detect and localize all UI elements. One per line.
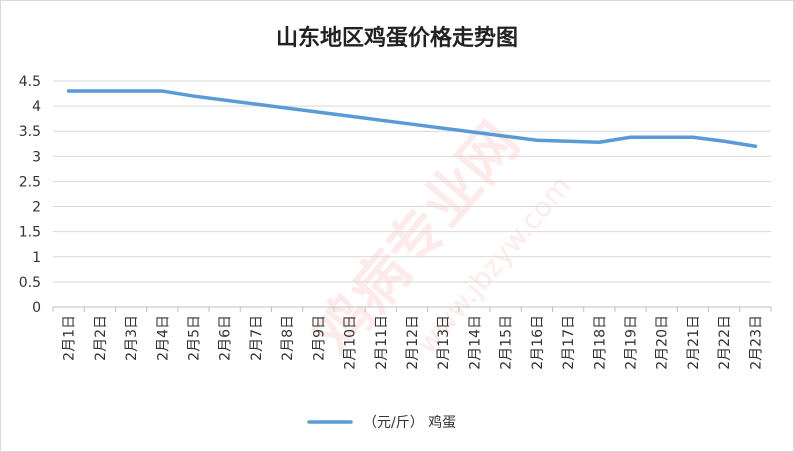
y-tick-label: 3.5 (19, 124, 41, 140)
x-tick-label: 2月4日 (155, 315, 171, 361)
x-tick-label: 2月7日 (249, 315, 265, 361)
x-tick-label: 2月23日 (748, 315, 764, 370)
x-tick-label: 2月6日 (218, 315, 234, 361)
data-point (597, 140, 601, 144)
x-tick-label: 2月5日 (186, 315, 202, 361)
y-tick-label: 1 (32, 250, 41, 266)
y-tick-label: 0.5 (19, 275, 41, 291)
x-tick-label: 2月12日 (405, 315, 421, 370)
legend-label: （元/斤） 鸡蛋 (363, 414, 456, 431)
series-layer (66, 89, 758, 149)
y-tick-label: 2.5 (19, 174, 41, 190)
series-line (66, 89, 758, 149)
x-tick-label: 2月13日 (436, 315, 452, 370)
data-point (410, 122, 414, 126)
data-point (660, 135, 664, 139)
legend: （元/斤） 鸡蛋 (307, 414, 456, 431)
x-tick-label: 2月2日 (93, 315, 109, 361)
data-point (285, 106, 289, 110)
x-tick-label: 2月16日 (530, 315, 546, 370)
x-tick-label: 2月9日 (311, 315, 327, 361)
x-tick-label: 2月19日 (624, 315, 640, 370)
y-axis: 0 0.5 1 1.5 2 2.5 3 3.5 4 4.5 (19, 74, 41, 316)
y-tick-label: 4 (32, 99, 41, 115)
data-point (629, 135, 633, 139)
x-tick-label: 2月17日 (561, 315, 577, 370)
x-tick-label: 2月18日 (592, 315, 608, 370)
data-point (67, 89, 71, 93)
x-tick-label: 2月10日 (343, 315, 359, 370)
data-point (129, 89, 133, 93)
x-tick-label: 2月20日 (655, 315, 671, 370)
x-tick-label: 2月22日 (717, 315, 733, 370)
x-tick-label: 2月11日 (374, 315, 390, 370)
y-tick-label: 0 (32, 300, 41, 316)
x-tick-label: 2月15日 (499, 315, 515, 370)
data-point (98, 89, 102, 93)
grid (53, 80, 771, 308)
data-point (441, 126, 445, 130)
x-tick-label: 2月1日 (62, 315, 78, 361)
x-tick-label: 2月3日 (124, 315, 140, 361)
data-point (223, 98, 227, 102)
data-point (753, 144, 757, 148)
x-tick-label: 2月8日 (280, 315, 296, 361)
data-point (535, 138, 539, 142)
data-point (191, 94, 195, 98)
x-axis: 2月1日 2月2日 2月3日 2月4日 2月5日 2月6日 2月7日 2月8日 2月9日 2月10… (52, 307, 772, 370)
data-point (722, 139, 726, 143)
data-point (316, 110, 320, 114)
y-tick-label: 4.5 (19, 74, 41, 90)
x-tick-label: 2月14日 (467, 315, 483, 370)
y-tick-label: 2 (32, 200, 41, 216)
chart-title: 山东地区鸡蛋价格走势图 (276, 25, 518, 51)
data-point (160, 89, 164, 93)
x-tick-label: 2月21日 (686, 315, 702, 370)
data-point (472, 130, 476, 134)
y-tick-label: 3 (32, 149, 41, 165)
y-tick-label: 1.5 (19, 225, 41, 241)
data-point (504, 134, 508, 138)
data-point (379, 118, 383, 122)
data-point (254, 102, 258, 106)
data-point (691, 135, 695, 139)
data-point (348, 114, 352, 118)
data-point (566, 139, 570, 143)
